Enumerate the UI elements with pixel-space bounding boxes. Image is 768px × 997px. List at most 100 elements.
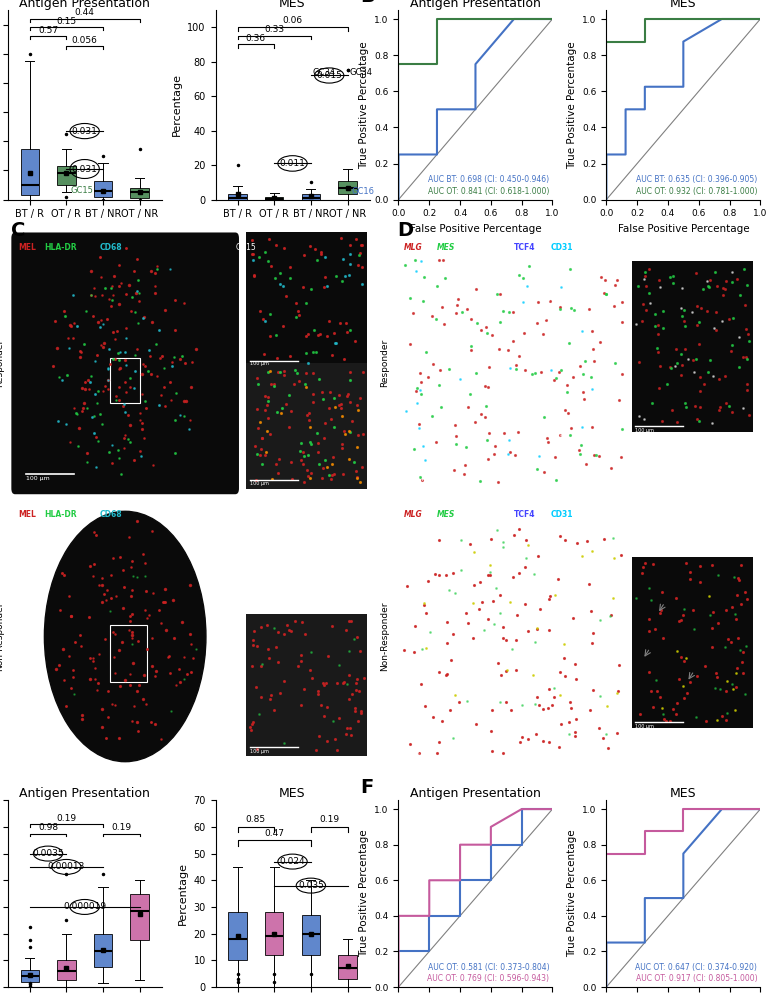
PathPatch shape: [302, 194, 320, 199]
Title: Antigen Presentation: Antigen Presentation: [19, 788, 150, 801]
FancyBboxPatch shape: [12, 232, 239, 495]
Text: D: D: [397, 221, 413, 240]
Text: 0.000019: 0.000019: [63, 902, 106, 911]
PathPatch shape: [57, 960, 75, 980]
Bar: [247, 232, 367, 369]
Text: 0.57: 0.57: [38, 26, 58, 35]
PathPatch shape: [228, 194, 247, 199]
Bar: [467, 568, 540, 682]
Y-axis label: True Positive Percentage: True Positive Percentage: [567, 41, 577, 168]
Text: GC39: GC39: [668, 242, 690, 251]
PathPatch shape: [302, 915, 320, 955]
Text: 100 μm: 100 μm: [635, 428, 654, 433]
Text: 100 μm: 100 μm: [250, 481, 269, 486]
Text: AUC OT: 0.917 (CI: 0.805-1.000): AUC OT: 0.917 (CI: 0.805-1.000): [636, 974, 757, 983]
Text: 0.031: 0.031: [71, 165, 98, 173]
Bar: [632, 557, 753, 728]
Text: Non-Responder: Non-Responder: [380, 602, 389, 671]
Title: Antigen Presentation: Antigen Presentation: [19, 0, 150, 10]
Text: 0.00013: 0.00013: [48, 862, 85, 871]
Text: 0.19: 0.19: [111, 824, 131, 832]
PathPatch shape: [228, 912, 247, 960]
Text: TCF4: TCF4: [515, 510, 536, 519]
Text: 0.06: 0.06: [283, 17, 303, 26]
Title: MES: MES: [670, 788, 697, 801]
Bar: [247, 363, 367, 489]
Text: 100 μm: 100 μm: [26, 476, 50, 481]
Text: CD45: CD45: [470, 510, 492, 519]
Bar: [111, 625, 147, 682]
Text: 100 μm: 100 μm: [635, 724, 654, 729]
Y-axis label: True Positive Percentage: True Positive Percentage: [359, 830, 369, 957]
Text: 0.015: 0.015: [316, 71, 342, 80]
Title: MES: MES: [670, 0, 697, 10]
Bar: [111, 358, 140, 403]
Text: GC34: GC34: [349, 68, 372, 77]
Text: MLG: MLG: [404, 510, 423, 519]
Text: MES: MES: [437, 510, 455, 519]
PathPatch shape: [131, 893, 149, 940]
X-axis label: False Positive Percentage: False Positive Percentage: [617, 224, 749, 234]
Text: 0.44: 0.44: [74, 8, 94, 17]
Circle shape: [45, 511, 206, 762]
Text: GC39: GC39: [0, 996, 1, 997]
Title: Antigen Presentation: Antigen Presentation: [410, 788, 541, 801]
Text: 0.011: 0.011: [280, 159, 306, 167]
Text: AUC OT: 0.581 (CI: 0.373-0.804): AUC OT: 0.581 (CI: 0.373-0.804): [428, 963, 549, 972]
Text: F: F: [360, 778, 373, 797]
Text: CD68: CD68: [100, 242, 122, 251]
Text: GC15: GC15: [235, 242, 256, 251]
Text: CD31: CD31: [551, 510, 574, 519]
Text: 100 μm: 100 μm: [408, 752, 432, 757]
Text: Responder: Responder: [380, 339, 389, 388]
PathPatch shape: [131, 188, 149, 198]
Text: Responder: Responder: [0, 339, 4, 388]
Text: GC16: GC16: [668, 510, 690, 519]
Text: AUC BT: 0.635 (CI: 0.396-0.905): AUC BT: 0.635 (CI: 0.396-0.905): [636, 175, 757, 184]
Text: 100 μm: 100 μm: [26, 769, 50, 774]
Title: MES: MES: [280, 788, 306, 801]
Text: 0.19: 0.19: [319, 816, 339, 825]
Text: CD68: CD68: [100, 510, 122, 519]
Text: GC15: GC15: [70, 186, 93, 195]
Bar: [632, 261, 753, 432]
Circle shape: [45, 238, 206, 489]
Text: AUC BT: 0.698 (CI: 0.450-0.946): AUC BT: 0.698 (CI: 0.450-0.946): [429, 175, 549, 184]
Title: Antigen Presentation: Antigen Presentation: [410, 0, 541, 10]
Text: 0.19: 0.19: [56, 814, 76, 823]
Text: B: B: [360, 0, 375, 6]
PathPatch shape: [339, 180, 356, 194]
Bar: [467, 318, 540, 432]
Text: 100 μm: 100 μm: [408, 476, 432, 481]
Text: GC34: GC34: [313, 68, 336, 77]
Y-axis label: True Positive Percentage: True Positive Percentage: [567, 830, 577, 957]
Text: 0.031: 0.031: [71, 127, 98, 136]
Text: AUC OT: 0.932 (CI: 0.781-1.000): AUC OT: 0.932 (CI: 0.781-1.000): [636, 186, 757, 195]
PathPatch shape: [21, 970, 39, 982]
Text: 100 μm: 100 μm: [250, 361, 269, 366]
Y-axis label: Percentage: Percentage: [178, 862, 188, 925]
Text: 0.85: 0.85: [246, 816, 266, 825]
Text: C: C: [12, 221, 25, 240]
Text: GC33: GC33: [0, 996, 1, 997]
Text: AUC OT: 0.841 (CI: 0.618-1.000): AUC OT: 0.841 (CI: 0.618-1.000): [428, 186, 549, 195]
Text: 0.024: 0.024: [280, 857, 306, 866]
PathPatch shape: [94, 933, 112, 967]
Y-axis label: True Positive Percentage: True Positive Percentage: [359, 41, 369, 168]
Text: MEL: MEL: [18, 242, 37, 251]
Bar: [247, 614, 367, 756]
PathPatch shape: [265, 912, 283, 955]
Text: 0.36: 0.36: [246, 34, 266, 43]
PathPatch shape: [21, 149, 39, 195]
Text: MLG: MLG: [404, 242, 423, 251]
Text: HLA-DR: HLA-DR: [45, 510, 77, 519]
PathPatch shape: [339, 955, 356, 979]
Text: AUC OT: 0.647 (CI: 0.374-0.920): AUC OT: 0.647 (CI: 0.374-0.920): [635, 963, 757, 972]
Text: 0.0035: 0.0035: [32, 849, 64, 858]
PathPatch shape: [94, 180, 112, 196]
Text: GC16: GC16: [351, 186, 374, 195]
Text: 0.47: 0.47: [264, 829, 284, 837]
Text: CD45: CD45: [470, 242, 492, 251]
Text: MEL: MEL: [18, 510, 37, 519]
Text: GC33: GC33: [235, 510, 257, 519]
